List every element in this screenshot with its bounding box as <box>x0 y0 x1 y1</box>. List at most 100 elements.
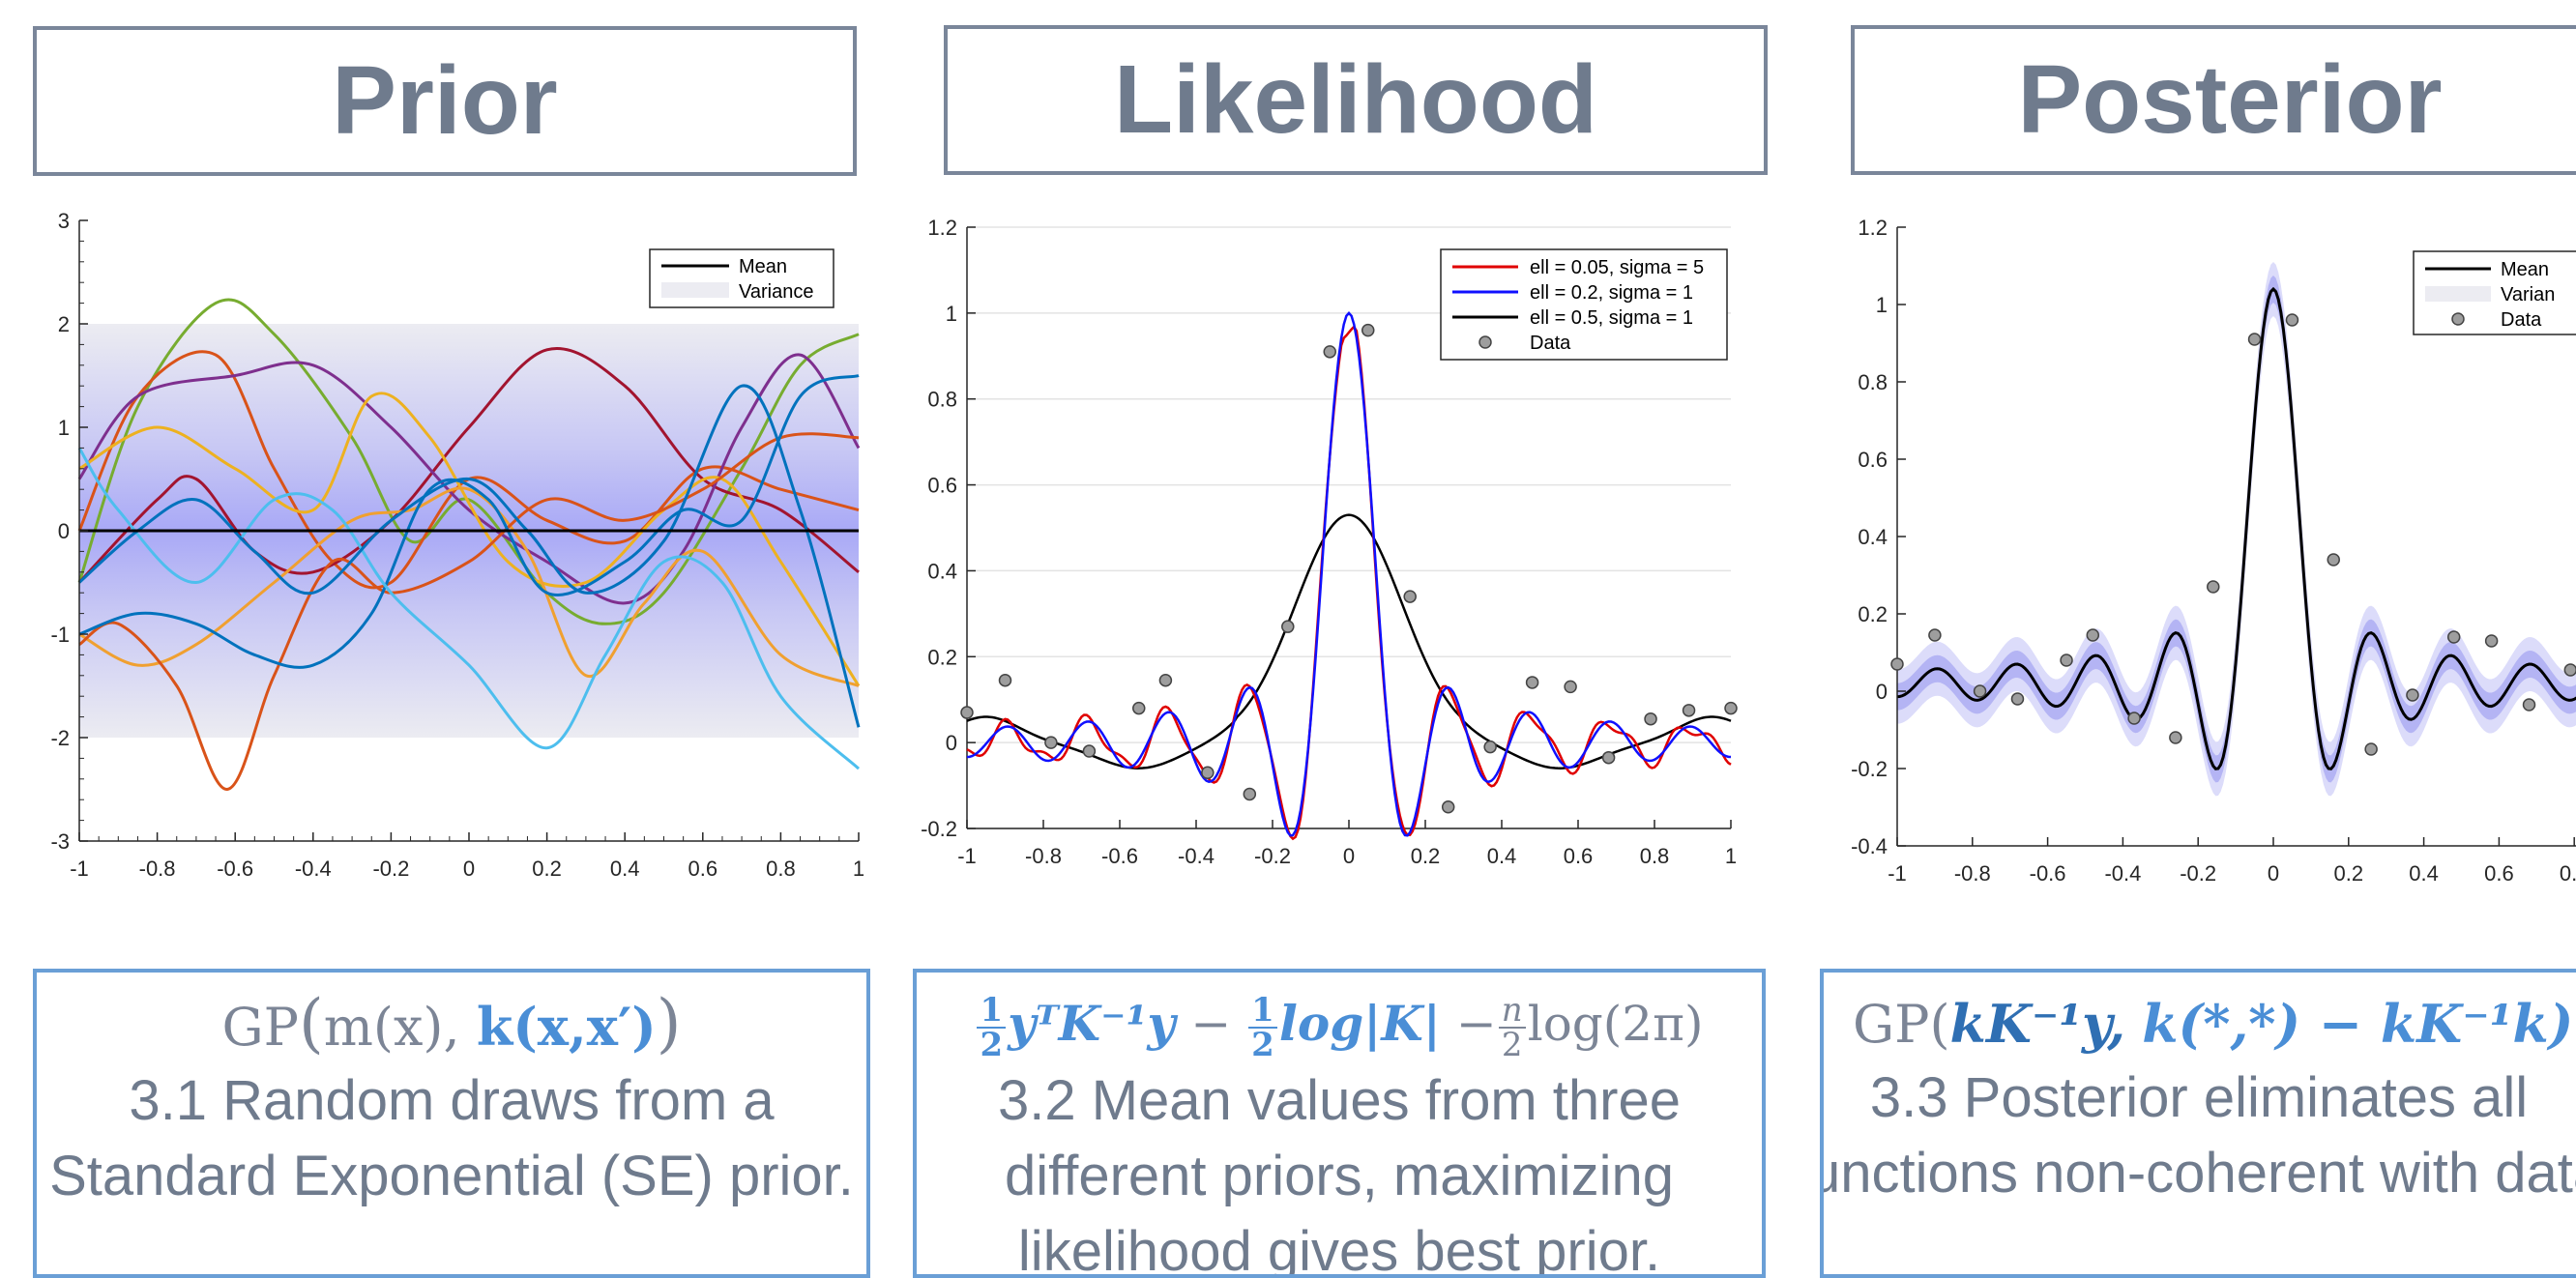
y-tick-label: 0.6 <box>1858 448 1888 472</box>
data-point <box>1132 701 1146 715</box>
x-tick-label: 0.4 <box>610 857 640 881</box>
posterior-formula: GP(kK⁻¹y, k(*,*) − kK⁻¹k) <box>1824 973 2576 1059</box>
x-tick-label: -0.6 <box>217 857 253 881</box>
y-tick-label: 0.6 <box>927 474 957 498</box>
variance-band-outer <box>1897 262 2576 797</box>
random-draw-line <box>78 374 860 669</box>
random-draw-line <box>78 432 860 791</box>
prior-caption-box: GP(m(x), k(x,x′)) 3.1 Random draws from … <box>33 969 870 1278</box>
posterior-caption-text: 3.3 Posterior eliminates all functions n… <box>1820 1066 2576 1205</box>
x-tick-label: 0.8 <box>2560 861 2576 886</box>
x-tick-label: -0.2 <box>1254 844 1291 868</box>
gp-symbol: GP( <box>1853 994 1950 1055</box>
data-point <box>1682 704 1696 717</box>
data-point <box>2364 742 2378 756</box>
posterior-chart: 1.210.80.60.40.20-0.2-0.4-1 -0.8 -0.6 -0.4-… <box>1851 216 2576 886</box>
x-tick-label: 0.2 <box>532 857 562 881</box>
random-draw-line <box>78 392 861 687</box>
x-tick-label: -1 <box>70 857 89 881</box>
data-point <box>960 706 974 719</box>
quadratic-term: yᵀK⁻¹y <box>1008 995 1176 1052</box>
x-tick-label: -0.8 <box>139 857 176 881</box>
likelihood-caption-box: 1 2 yᵀK⁻¹y − 1 2 log|K| − n 2 log(2π) 3.2 Mean … <box>913 969 1766 1278</box>
legend-data-swatch <box>2451 312 2465 326</box>
x-tick-label: -0.2 <box>372 857 409 881</box>
y-tick-label: -0.2 <box>1851 757 1888 781</box>
likelihood-formula: 1 2 yᵀK⁻¹y − 1 2 log|K| − n 2 log(2π) <box>917 973 1762 1061</box>
x-tick-label: -0.8 <box>1025 844 1062 868</box>
legend-label: Mean <box>2501 259 2549 280</box>
data-point <box>2127 712 2141 725</box>
data-point <box>2563 663 2576 677</box>
y-tick-label: -0.2 <box>921 817 957 841</box>
data-point <box>998 673 1012 687</box>
series-line-ell-0.5 <box>966 513 1732 770</box>
x-tick-label: 0 <box>2268 861 2279 886</box>
x-tick-label: 0 <box>1343 844 1355 868</box>
x-tick-label: -0.6 <box>1101 844 1138 868</box>
y-tick-label: -0.4 <box>1851 834 1888 858</box>
legend-label: Data <box>1530 333 1571 354</box>
y-tick-label: -3 <box>50 829 70 854</box>
legend-label: Varian <box>2501 284 2555 305</box>
y-tick-label: 1.2 <box>1858 216 1888 240</box>
data-point <box>1361 323 1375 337</box>
posterior-title: Posterior <box>2017 45 2443 154</box>
data-point <box>2327 553 2340 566</box>
prior-formula: GP(m(x), k(x,x′)) <box>221 986 682 1060</box>
data-point <box>1403 590 1417 603</box>
x-tick-label: 0.6 <box>688 857 718 881</box>
y-tick-label: 1 <box>946 302 957 326</box>
legend-label: ell = 0.5, sigma = 1 <box>1530 307 1693 329</box>
data-point <box>2169 731 2182 744</box>
y-tick-label: 0 <box>946 731 957 755</box>
posterior-caption-box: GP(kK⁻¹y, k(*,*) − kK⁻¹k) 3.3 Posterior … <box>1820 969 2576 1278</box>
likelihood-title-box: Likelihood <box>944 25 1768 175</box>
frac-num: 1 <box>977 994 1007 1029</box>
data-point <box>1973 684 1987 698</box>
legend-variance-swatch <box>2425 286 2491 302</box>
data-point <box>2484 634 2499 648</box>
data-point <box>2285 313 2299 327</box>
frac-den: 2 <box>1501 1026 1523 1064</box>
data-point <box>2406 688 2419 702</box>
constant-term: log(2π) <box>1527 996 1704 1052</box>
x-tick-label: 0.4 <box>2409 861 2439 886</box>
gp-symbol: GP <box>221 997 299 1058</box>
prior-caption-text: 3.1 Random draws from a Standard Exponen… <box>49 1069 854 1207</box>
data-point <box>1441 800 1455 814</box>
likelihood-chart: 1.210.80.60.40.20-0.2-1 -0.8 -0.6 -0.4 -0.2 0… <box>921 216 1738 868</box>
data-point <box>1525 676 1539 689</box>
kernel-function: k(x,x′) <box>476 996 657 1058</box>
x-tick-label: 0.8 <box>1640 844 1670 868</box>
data-point <box>1158 673 1173 687</box>
x-tick-label: -1 <box>957 844 977 868</box>
y-tick-label: 2 <box>58 312 70 336</box>
frac-den: 2 <box>980 1026 1004 1064</box>
frac-den: 2 <box>1251 1026 1274 1064</box>
posterior-covariance: k(*,*) − kK⁻¹k) <box>2142 993 2574 1055</box>
series-line-ell-0.05 <box>966 325 1732 841</box>
prior-title: Prior <box>332 46 558 155</box>
data-point <box>1928 628 1942 642</box>
legend-label: ell = 0.2, sigma = 1 <box>1530 282 1693 304</box>
data-point <box>2247 333 2262 346</box>
x-tick-label: 0.2 <box>1411 844 1441 868</box>
y-tick-label: 0.2 <box>1858 602 1888 626</box>
prior-title-box: Prior <box>33 26 857 176</box>
y-tick-label: -2 <box>50 726 70 750</box>
random-draw-line <box>78 384 861 728</box>
y-tick-label: -1 <box>50 623 70 647</box>
legend-data-swatch <box>1478 335 1492 349</box>
data-point <box>1483 740 1497 754</box>
x-tick-label: 0.6 <box>1564 844 1594 868</box>
x-tick-label: 0.2 <box>2334 861 2364 886</box>
y-tick-label: 1.2 <box>927 216 957 240</box>
data-point <box>2207 580 2220 594</box>
data-point <box>2522 698 2536 712</box>
frac-num: n <box>1498 994 1526 1029</box>
legend-label: Variance <box>739 281 813 303</box>
y-tick-label: 0.4 <box>1858 525 1888 549</box>
legend-label: Data <box>2501 309 2542 331</box>
